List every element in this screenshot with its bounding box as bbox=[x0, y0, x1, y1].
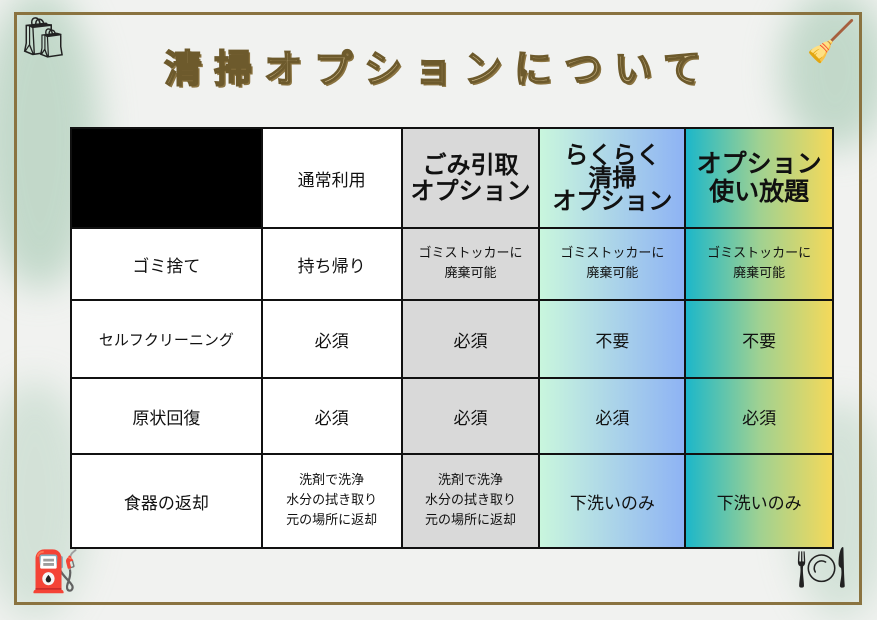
cell: 洗剤で洗浄 水分の拭き取り 元の場所に返却 bbox=[400, 453, 541, 549]
row-label: 原状回復 bbox=[70, 377, 263, 455]
frame-border bbox=[14, 12, 862, 605]
table-row: 食器の返却 洗剤で洗浄 水分の拭き取り 元の場所に返却 洗剤で洗浄 水分の拭き取… bbox=[70, 453, 834, 549]
cell: ゴミストッカーに 廃棄可能 bbox=[684, 227, 834, 301]
page-title: 清掃オプションについて bbox=[163, 46, 713, 92]
cell: ゴミストッカーに 廃棄可能 bbox=[538, 227, 687, 301]
cell: 洗剤で洗浄 水分の拭き取り 元の場所に返却 bbox=[260, 453, 403, 549]
table-row: セルフクリーニング 必須 必須 不要 不要 bbox=[70, 299, 834, 379]
broom-icon: 🧹 bbox=[806, 19, 856, 65]
cell: 不要 bbox=[538, 299, 687, 379]
cell: 下洗いのみ bbox=[684, 453, 834, 549]
cell: 下洗いのみ bbox=[538, 453, 687, 549]
cell: 持ち帰り bbox=[260, 227, 403, 301]
vacuum-cleaner-icon: ⛽ bbox=[30, 549, 80, 595]
table-row: ゴミ捨て 持ち帰り ゴミストッカーに 廃棄可能 ゴミストッカーに 廃棄可能 ゴミ… bbox=[70, 227, 834, 301]
row-label: セルフクリーニング bbox=[70, 299, 263, 379]
options-table: 通常利用 ごみ引取 オプション らくらく 清掃 オプション オプション 使い放題… bbox=[70, 127, 834, 549]
table-row: 原状回復 必須 必須 必須 必須 bbox=[70, 377, 834, 455]
header-normal: 通常利用 bbox=[260, 127, 403, 229]
row-label: 食器の返却 bbox=[70, 453, 263, 549]
cell: 必須 bbox=[684, 377, 834, 455]
header-unlimited-option: オプション 使い放題 bbox=[684, 127, 834, 229]
cell: 必須 bbox=[400, 299, 541, 379]
garbage-bag-icon: 🛍 bbox=[18, 15, 69, 61]
header-easy-clean-option: らくらく 清掃 オプション bbox=[538, 127, 687, 229]
cell: 必須 bbox=[260, 377, 403, 455]
cell: 必須 bbox=[260, 299, 403, 379]
cell: 必須 bbox=[400, 377, 541, 455]
cell: 必須 bbox=[538, 377, 687, 455]
header-blank bbox=[70, 127, 263, 229]
cell: ゴミストッカーに 廃棄可能 bbox=[400, 227, 541, 301]
cell: 不要 bbox=[684, 299, 834, 379]
header-row: 通常利用 ごみ引取 オプション らくらく 清掃 オプション オプション 使い放題 bbox=[70, 127, 834, 229]
dish-washing-icon: 🍽 bbox=[796, 545, 847, 591]
row-label: ゴミ捨て bbox=[70, 227, 263, 301]
header-garbage-option: ごみ引取 オプション bbox=[400, 127, 541, 229]
